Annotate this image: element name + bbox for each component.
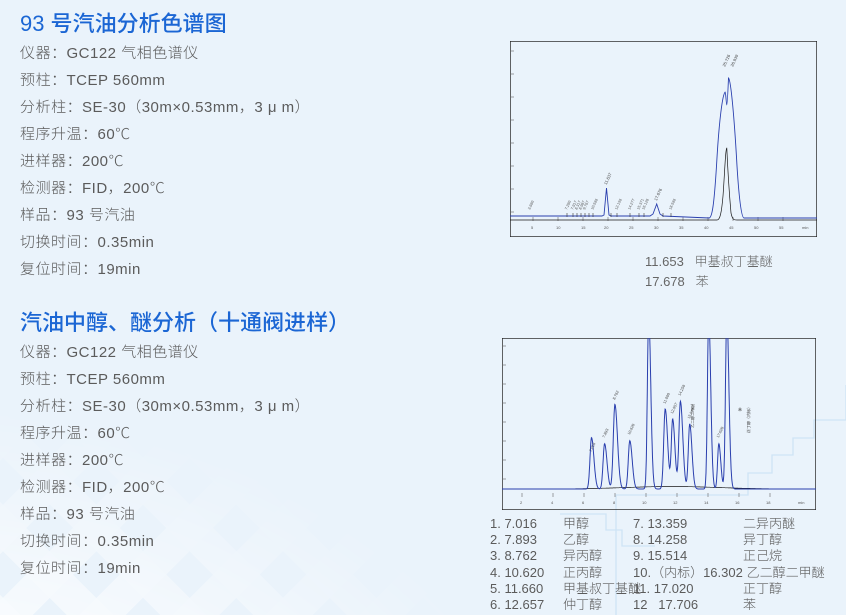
svg-text:min: min xyxy=(802,225,808,230)
svg-text:15: 15 xyxy=(581,225,586,230)
svg-text:20: 20 xyxy=(604,225,609,230)
svg-text:10: 10 xyxy=(556,225,561,230)
svg-text:10: 10 xyxy=(642,500,647,505)
svg-text:35: 35 xyxy=(679,225,684,230)
svg-text:17.676: 17.676 xyxy=(653,187,663,201)
svg-text:7.893: 7.893 xyxy=(602,428,610,438)
svg-text:12: 12 xyxy=(673,500,678,505)
svg-text:4: 4 xyxy=(551,500,554,505)
svg-text:12.657: 12.657 xyxy=(670,402,679,414)
svg-text:乙二醇二甲醚: 乙二醇二甲醚 xyxy=(690,404,695,428)
svg-text:55: 55 xyxy=(779,225,784,230)
svg-text:18.566: 18.566 xyxy=(668,198,677,210)
svg-text:50: 50 xyxy=(754,225,759,230)
svg-text:12.156: 12.156 xyxy=(614,198,623,210)
svg-text:min: min xyxy=(798,500,804,505)
svg-text:8: 8 xyxy=(613,500,616,505)
svg-text:6: 6 xyxy=(582,500,585,505)
svg-text:5: 5 xyxy=(531,225,534,230)
svg-text:10.566: 10.566 xyxy=(590,198,599,210)
svg-text:45: 45 xyxy=(729,225,734,230)
svg-text:14.277: 14.277 xyxy=(627,198,636,210)
svg-text:14.258: 14.258 xyxy=(678,384,687,396)
svg-text:正丁醇（内标）: 正丁醇（内标） xyxy=(746,405,751,433)
svg-text:苯: 苯 xyxy=(738,407,742,412)
svg-text:40: 40 xyxy=(704,225,709,230)
svg-text:11.637: 11.637 xyxy=(603,171,613,185)
svg-text:26.939: 26.939 xyxy=(729,53,739,67)
svg-text:25: 25 xyxy=(629,225,634,230)
svg-text:11.660: 11.660 xyxy=(662,392,670,404)
svg-text:2: 2 xyxy=(520,500,523,505)
svg-text:7.016: 7.016 xyxy=(589,442,597,452)
svg-text:30: 30 xyxy=(654,225,659,230)
svg-text:14: 14 xyxy=(704,500,709,505)
svg-text:3.660: 3.660 xyxy=(527,200,535,210)
svg-text:8.762: 8.762 xyxy=(612,390,620,400)
svg-text:17.020: 17.020 xyxy=(716,426,725,438)
svg-text:18: 18 xyxy=(766,500,771,505)
svg-text:10.620: 10.620 xyxy=(627,423,636,435)
svg-text:16: 16 xyxy=(735,500,740,505)
